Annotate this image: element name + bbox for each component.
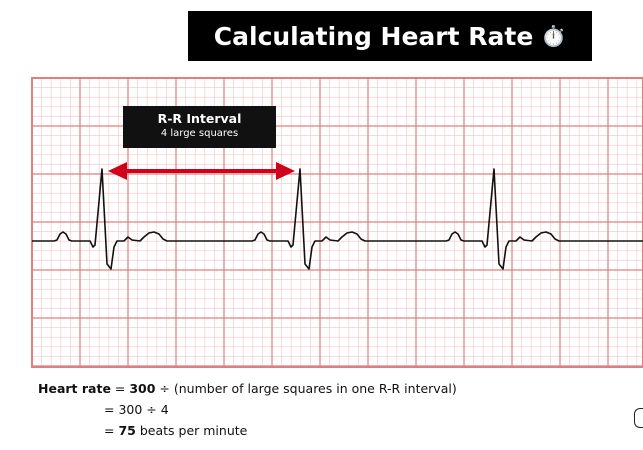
ecg-trace <box>32 168 643 270</box>
formula-result-value: 75 <box>118 423 136 438</box>
formula-constant: 300 <box>129 381 156 396</box>
title-banner: Calculating Heart Rate ⏱️ <box>188 11 592 61</box>
formula-divisor-text: ÷ (number of large squares in one R-R in… <box>155 381 457 396</box>
formula-heart-rate-label: Heart rate <box>38 381 111 396</box>
rr-interval-label: R-R Interval 4 large squares <box>123 106 276 148</box>
rr-interval-subtitle: 4 large squares <box>160 128 239 139</box>
partial-icon <box>634 408 643 428</box>
formula-equals: = <box>104 423 119 438</box>
formula-line-1: Heart rate = 300 ÷ (number of large squa… <box>38 378 457 399</box>
ecg-paper-border <box>31 77 643 368</box>
page-title: Calculating Heart Rate <box>213 21 534 51</box>
formula-substitution: 300 ÷ 4 <box>118 402 169 417</box>
rr-interval-title: R-R Interval <box>157 111 242 126</box>
formula-equals: = <box>104 402 119 417</box>
formula-equals: = <box>110 381 130 396</box>
stopwatch-icon: ⏱️ <box>541 24 567 48</box>
heart-rate-formula: Heart rate = 300 ÷ (number of large squa… <box>38 378 457 441</box>
arrowhead-left-icon <box>108 162 127 180</box>
arrowhead-right-icon <box>276 162 295 180</box>
formula-line-3: = 75 beats per minute <box>38 420 457 441</box>
formula-line-2: = 300 ÷ 4 <box>38 399 457 420</box>
formula-result-unit: beats per minute <box>135 423 248 438</box>
rr-interval-arrow <box>108 162 295 180</box>
